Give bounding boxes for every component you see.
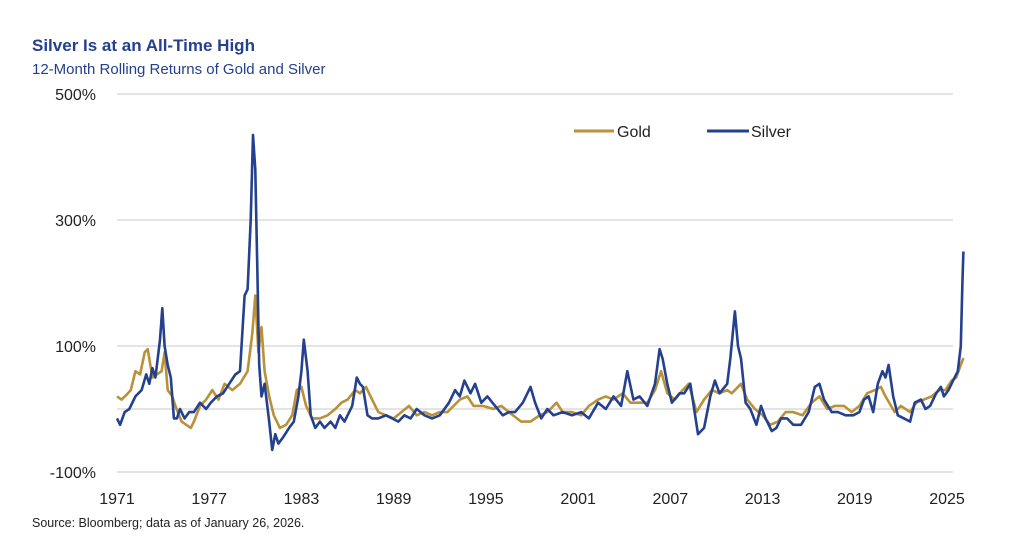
legend-label-gold: Gold (617, 124, 651, 141)
series-line-silver (115, 133, 965, 452)
x-tick-label: 1995 (468, 491, 504, 508)
x-tick-label: 2007 (653, 491, 689, 508)
series-line-gold (116, 294, 965, 430)
x-tick-label: 1971 (99, 491, 135, 508)
chart-subtitle: 12-Month Rolling Returns of Gold and Sil… (32, 61, 326, 78)
x-tick-label: 2013 (745, 491, 781, 508)
source-note: Source: Bloomberg; data as of January 26… (32, 516, 305, 530)
x-tick-label: 2019 (837, 491, 873, 508)
y-axis: 500% 300% 100% -100% (50, 87, 96, 482)
x-tick-label: 1983 (284, 491, 320, 508)
legend-label-silver: Silver (751, 124, 792, 141)
x-axis: 1971 1977 1983 1989 1995 2001 2007 2013 2019 2025 (99, 491, 965, 508)
y-tick-label: 500% (55, 87, 96, 104)
y-tick-label: 100% (55, 339, 96, 356)
y-tick-label: -100% (50, 465, 96, 482)
y-tick-label: 300% (55, 213, 96, 230)
x-tick-label: 2025 (929, 491, 965, 508)
series-lines (115, 133, 965, 452)
legend: Gold Silver (574, 124, 792, 141)
chart-title: Silver Is at an All-Time High (32, 36, 255, 55)
x-tick-label: 2001 (560, 491, 596, 508)
x-tick-label: 1989 (376, 491, 412, 508)
x-tick-label: 1977 (191, 491, 227, 508)
gridlines (117, 93, 953, 473)
